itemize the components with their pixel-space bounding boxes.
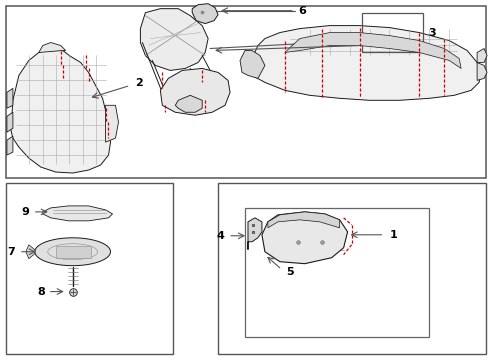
Polygon shape	[477, 49, 487, 62]
Polygon shape	[105, 105, 119, 142]
Text: 7: 7	[7, 247, 15, 257]
Text: 2: 2	[135, 78, 143, 88]
Polygon shape	[285, 32, 461, 68]
Bar	[362, 13, 423, 53]
Text: 3: 3	[428, 28, 436, 37]
Polygon shape	[160, 68, 230, 115]
Polygon shape	[248, 218, 262, 250]
Polygon shape	[43, 206, 113, 221]
Polygon shape	[7, 112, 13, 132]
Polygon shape	[39, 42, 66, 53]
Bar	[6, 6, 486, 178]
Bar	[6, 183, 173, 354]
Text: 1: 1	[390, 230, 397, 240]
Bar	[218, 183, 486, 354]
Polygon shape	[141, 9, 208, 71]
Text: 6: 6	[298, 6, 306, 15]
Text: 8: 8	[37, 287, 45, 297]
Polygon shape	[192, 4, 218, 24]
Polygon shape	[268, 212, 340, 228]
Polygon shape	[56, 246, 91, 258]
Bar	[245, 208, 429, 337]
Polygon shape	[477, 62, 487, 80]
Polygon shape	[175, 95, 202, 112]
Polygon shape	[240, 50, 265, 78]
Text: 4: 4	[216, 231, 224, 241]
Polygon shape	[26, 245, 35, 259]
Polygon shape	[7, 88, 13, 108]
Polygon shape	[35, 238, 111, 266]
Polygon shape	[11, 49, 111, 173]
Polygon shape	[262, 212, 347, 264]
Text: 9: 9	[21, 207, 29, 217]
Polygon shape	[248, 26, 481, 100]
Text: 5: 5	[286, 267, 294, 276]
Polygon shape	[7, 136, 13, 155]
